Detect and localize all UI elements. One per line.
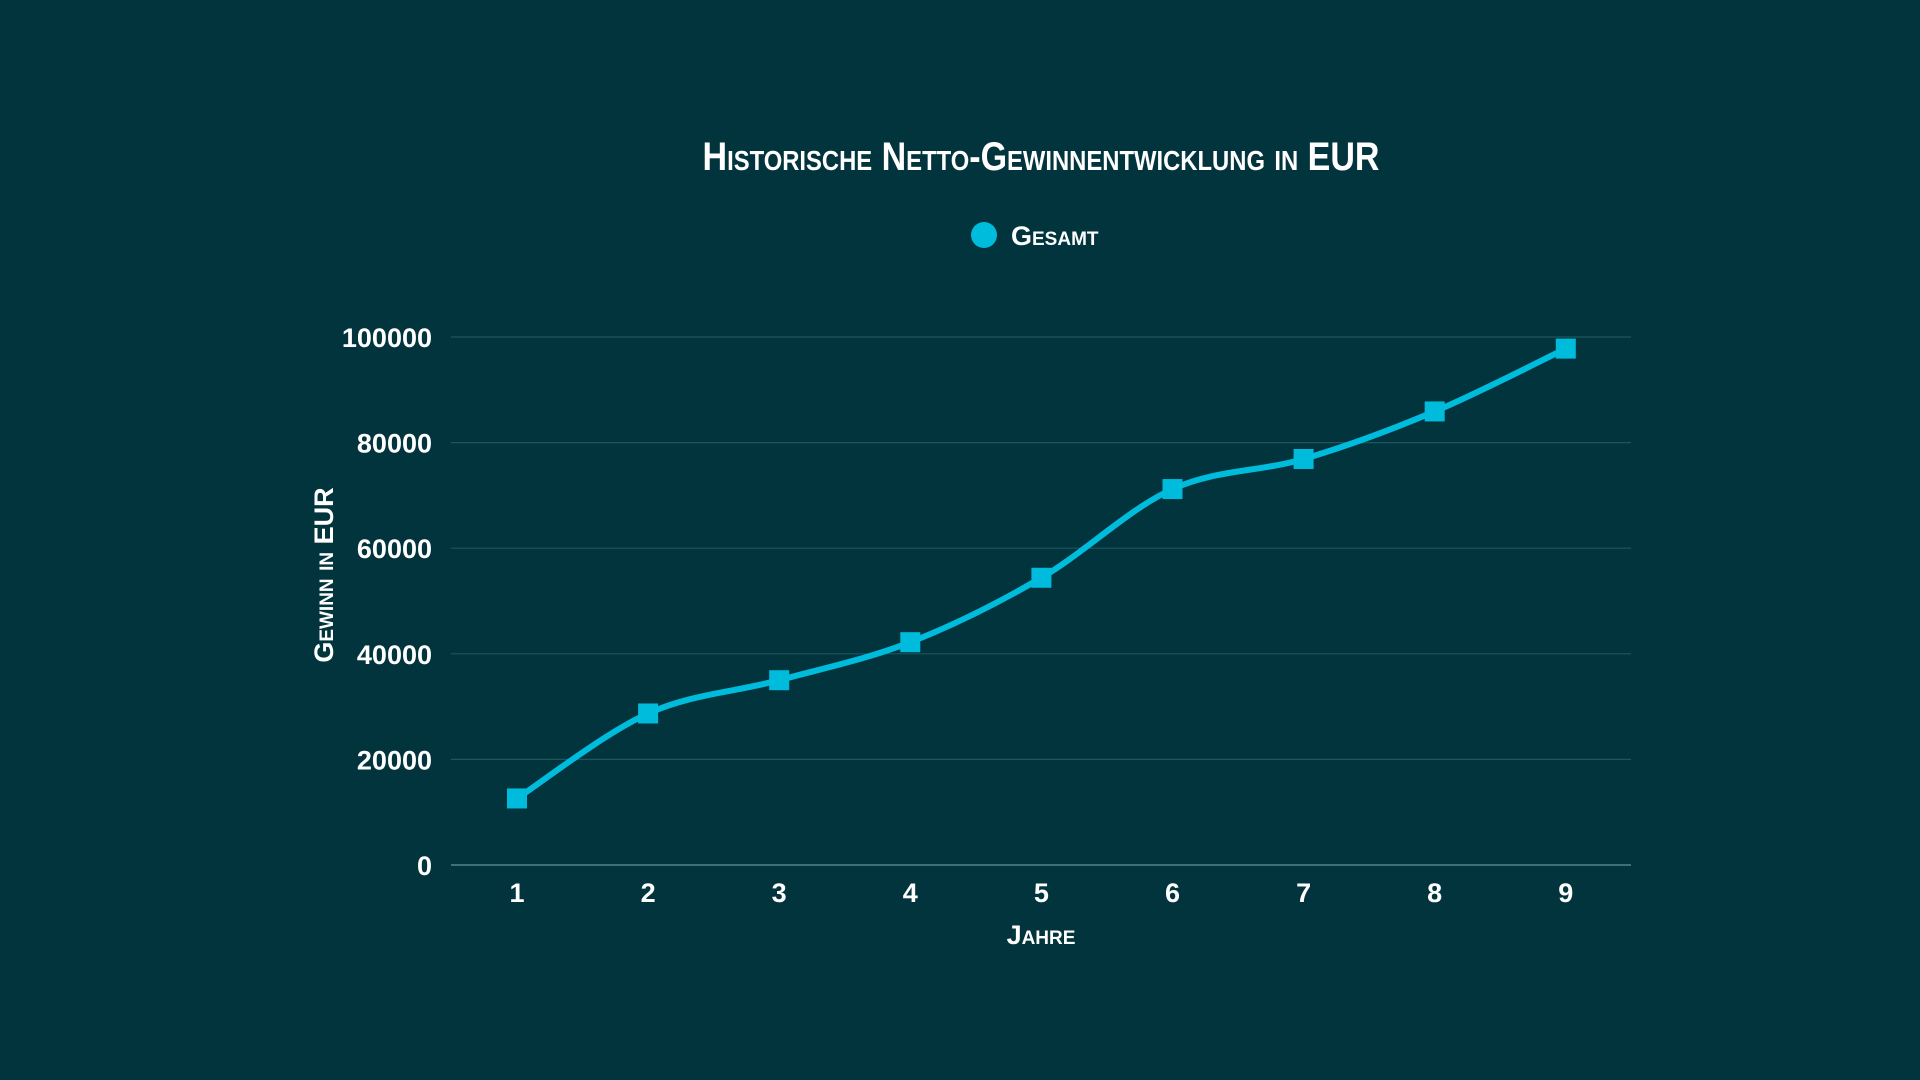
chart-title: Historische Netto-Gewinnentwicklung in E… bbox=[703, 133, 1380, 178]
y-axis-label: Gewinn in EUR bbox=[309, 487, 339, 662]
y-tick-label: 100000 bbox=[342, 323, 432, 353]
x-tick-label: 9 bbox=[1558, 878, 1573, 908]
data-point-marker bbox=[638, 703, 659, 724]
x-axis-label: Jahre bbox=[1007, 920, 1076, 950]
data-point-marker bbox=[1293, 448, 1314, 469]
x-tick-label: 8 bbox=[1427, 878, 1442, 908]
y-tick-label: 20000 bbox=[357, 745, 432, 775]
y-tick-label: 60000 bbox=[357, 534, 432, 564]
y-tick-label: 0 bbox=[417, 851, 432, 881]
legend: Gesamt bbox=[971, 221, 1099, 251]
series-markers bbox=[507, 338, 1576, 809]
x-tick-labels: 1 2 3 4 5 6 7 8 9 bbox=[509, 878, 1573, 908]
data-point-marker bbox=[1555, 338, 1576, 359]
data-point-marker bbox=[1162, 479, 1183, 500]
data-point-marker bbox=[507, 788, 527, 809]
x-tick-label: 6 bbox=[1165, 878, 1180, 908]
legend-marker-gesamt bbox=[971, 222, 997, 248]
x-tick-label: 2 bbox=[641, 878, 656, 908]
y-tick-label: 40000 bbox=[357, 640, 432, 670]
gridlines bbox=[451, 336, 1631, 866]
x-tick-label: 3 bbox=[772, 878, 787, 908]
x-tick-label: 5 bbox=[1034, 878, 1049, 908]
x-tick-label: 1 bbox=[509, 878, 524, 908]
data-point-marker bbox=[769, 670, 790, 691]
data-point-marker bbox=[1031, 567, 1052, 588]
y-tick-labels: 0 20000 40000 60000 80000 100000 bbox=[342, 323, 432, 881]
data-point-marker bbox=[1424, 401, 1445, 422]
x-tick-label: 4 bbox=[903, 878, 918, 908]
data-point-marker bbox=[900, 632, 921, 653]
legend-label-gesamt: Gesamt bbox=[1011, 221, 1099, 251]
y-tick-label: 80000 bbox=[357, 429, 432, 459]
x-tick-label: 7 bbox=[1296, 878, 1311, 908]
